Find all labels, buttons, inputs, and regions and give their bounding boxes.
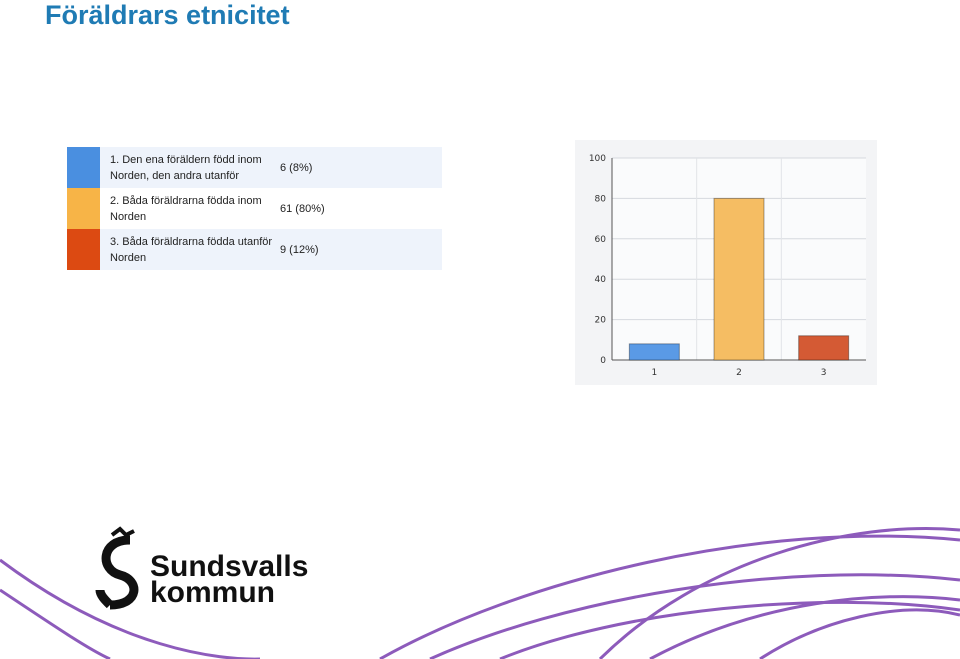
- bar: [798, 335, 850, 361]
- y-tick-label: 60: [595, 235, 607, 245]
- y-tick-label: 0: [600, 356, 606, 366]
- y-tick-label: 40: [595, 275, 607, 285]
- x-tick-label: 1: [651, 368, 657, 378]
- chart: 0 20 40 60 80 100 1 2 3: [575, 140, 877, 385]
- answer-table: 1. Den ena föräldern född inom Norden, d…: [67, 147, 442, 270]
- x-tick-label: 2: [736, 368, 742, 378]
- answer-label: 3. Båda föräldrarna födda utanför Norden: [100, 229, 280, 270]
- color-swatch: [67, 188, 100, 229]
- bar: [628, 343, 680, 361]
- color-swatch: [67, 147, 100, 188]
- answer-label: 2. Båda föräldrarna födda inom Norden: [110, 194, 262, 223]
- answer-count: 61 (80%): [280, 202, 325, 215]
- y-tick-label: 80: [595, 194, 607, 204]
- logo-text: Sundsvalls: [150, 550, 308, 583]
- answer-count: 9 (12%): [280, 229, 442, 270]
- logo-text: kommun: [150, 576, 275, 609]
- x-tick-label: 3: [821, 368, 827, 378]
- slide-title: Föräldrars etnicitet: [45, 0, 290, 30]
- table-row: 1. Den ena föräldern född inom Norden, d…: [67, 147, 442, 188]
- bar: [713, 197, 765, 361]
- y-tick-label: 20: [595, 316, 607, 326]
- color-swatch: [67, 229, 100, 270]
- answer-count: 6 (8%): [280, 147, 442, 188]
- table-row: 2. Båda föräldrarna födda inom Norden 61 …: [67, 188, 442, 229]
- answer-label: 1. Den ena föräldern född inom Norden, d…: [100, 147, 280, 188]
- y-tick-label: 100: [589, 154, 606, 164]
- table-row: 3. Båda föräldrarna födda utanför Norden…: [67, 229, 442, 270]
